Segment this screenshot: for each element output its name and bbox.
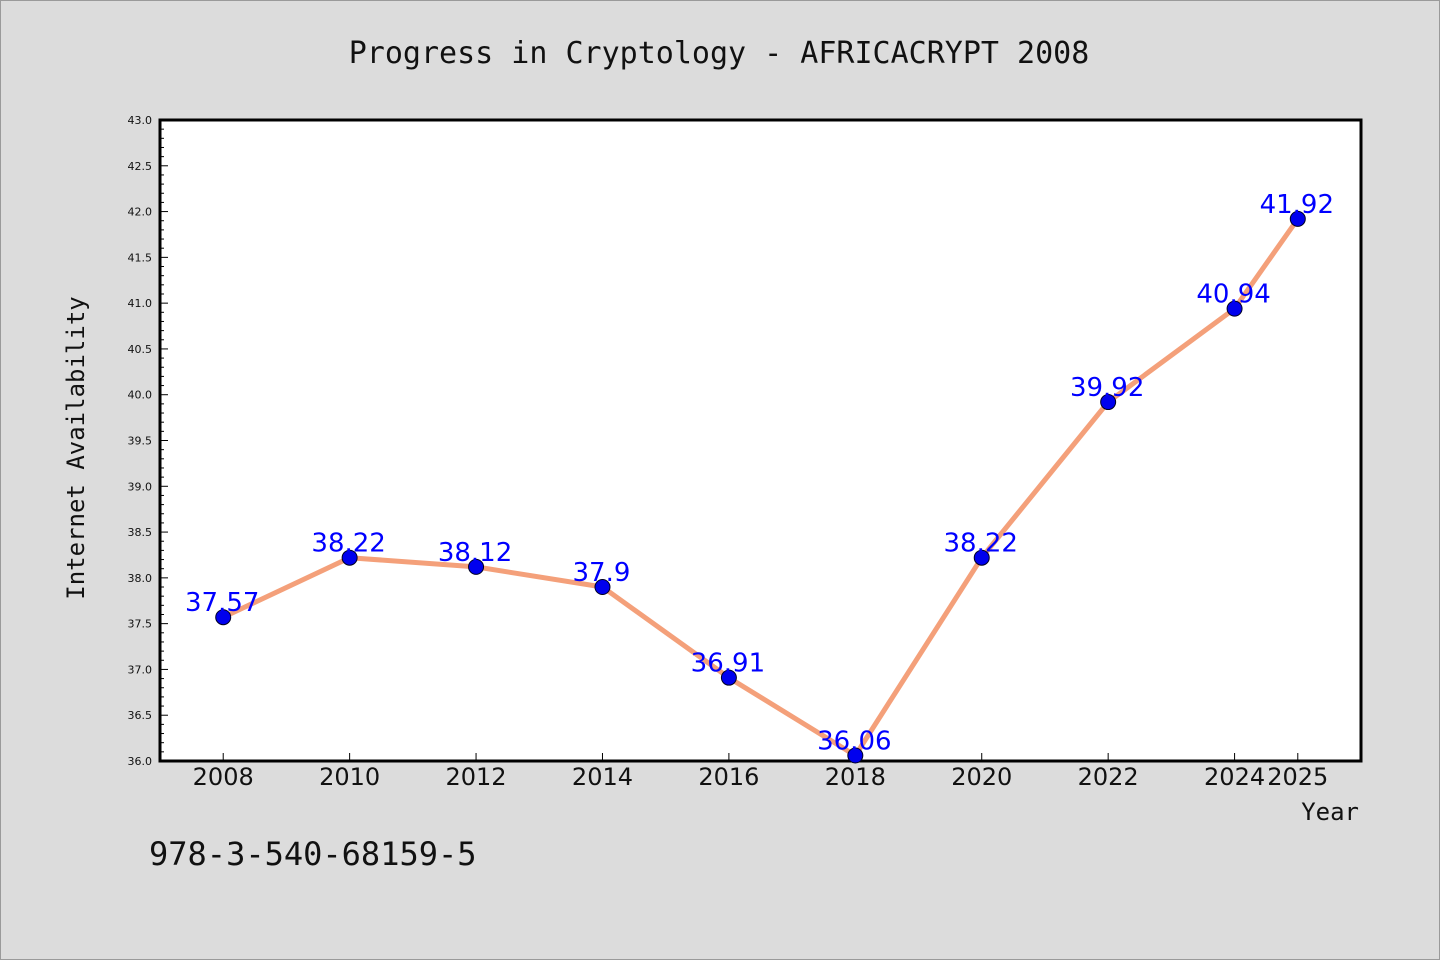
y-tick-label: 37.0 xyxy=(128,663,153,676)
x-axis-label: Year xyxy=(1301,798,1359,826)
y-tick-label: 41.5 xyxy=(128,251,153,264)
data-labels: 37.57 38.22 38.12 37.9 36.91 36.06 38.22 39.92 4… xyxy=(185,190,1334,757)
plot-area xyxy=(158,118,1363,763)
data-point xyxy=(973,549,990,566)
data-markers xyxy=(215,210,1306,764)
x-tick-label: 2020 xyxy=(951,763,1012,791)
data-point xyxy=(1100,394,1117,411)
data-label: 40.94 xyxy=(1196,280,1270,310)
y-tick-label: 41.0 xyxy=(128,297,153,310)
data-point xyxy=(720,669,737,686)
y-tick-label: 36.5 xyxy=(128,709,153,722)
data-label: 38.22 xyxy=(944,529,1018,559)
data-point xyxy=(1226,300,1243,317)
data-point xyxy=(1289,210,1306,227)
data-label: 36.06 xyxy=(817,727,891,757)
data-label: 37.9 xyxy=(573,558,631,588)
y-axis-ticks xyxy=(160,119,168,762)
y-axis-tick-labels: 36.0 36.5 37.0 37.5 38.0 38.5 39.0 39.5 40.0 40.5… xyxy=(128,114,153,768)
y-tick-label: 42.5 xyxy=(128,160,153,173)
series-line xyxy=(220,216,1301,758)
y-tick-label: 39.5 xyxy=(128,435,153,448)
data-label: 41.92 xyxy=(1260,190,1334,220)
x-tick-label: 2025 xyxy=(1267,763,1328,791)
y-tick-label: 37.5 xyxy=(128,618,153,631)
data-label: 39.92 xyxy=(1070,373,1144,403)
x-tick-label: 2022 xyxy=(1078,763,1139,791)
data-point xyxy=(215,609,232,626)
y-tick-label: 39.0 xyxy=(128,480,153,493)
y-axis-label: Internet Availability xyxy=(62,296,90,599)
data-label: 38.12 xyxy=(438,538,512,568)
y-tick-label: 40.5 xyxy=(128,343,153,356)
y-tick-label: 36.0 xyxy=(128,755,153,768)
y-tick-label: 38.5 xyxy=(128,526,153,539)
y-tick-label: 43.0 xyxy=(128,114,153,127)
y-tick-label: 40.0 xyxy=(128,389,153,402)
data-point xyxy=(594,579,611,596)
data-label: 36.91 xyxy=(691,649,765,679)
x-tick-label: 2014 xyxy=(572,763,633,791)
data-label: 38.22 xyxy=(311,529,385,559)
isbn-text: 978-3-540-68159-5 xyxy=(149,835,477,873)
x-axis-tick-labels: 2008 2010 2012 2014 2016 2018 2020 2022 2024 2025 xyxy=(193,763,1329,791)
chart-title: Progress in Cryptology - AFRICACRYPT 200… xyxy=(349,36,1090,71)
x-tick-label: 2012 xyxy=(446,763,507,791)
x-tick-label: 2010 xyxy=(319,763,380,791)
y-tick-label: 42.0 xyxy=(128,206,153,219)
data-point xyxy=(341,549,358,566)
x-tick-label: 2018 xyxy=(825,763,886,791)
y-tick-label: 38.0 xyxy=(128,572,153,585)
x-axis-ticks xyxy=(222,753,1299,761)
data-label: 37.57 xyxy=(185,588,259,618)
x-tick-label: 2024 xyxy=(1204,763,1265,791)
x-tick-label: 2016 xyxy=(698,763,759,791)
data-point xyxy=(468,558,485,575)
data-point xyxy=(847,747,864,764)
x-tick-label: 2008 xyxy=(193,763,254,791)
